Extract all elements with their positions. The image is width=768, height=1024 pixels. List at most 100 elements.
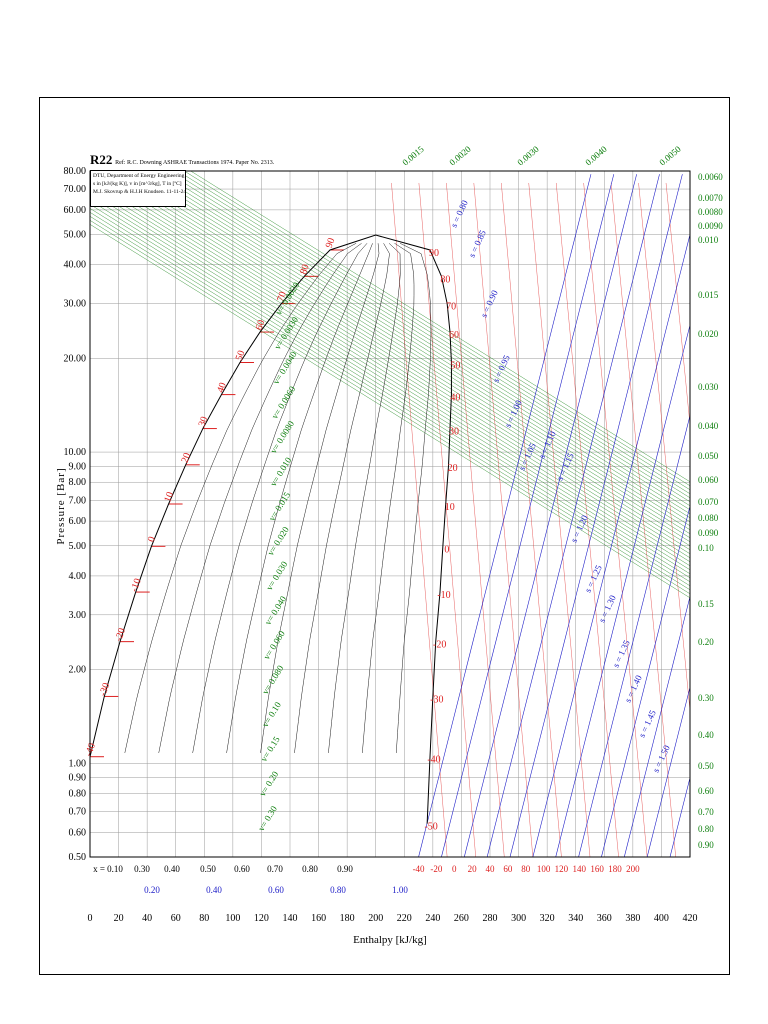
y-tick-label: 0.80	[69, 788, 87, 799]
isotherm-line	[391, 182, 448, 857]
y-tick-label: 80.00	[64, 166, 87, 177]
isochore-top-label: 0.0050	[657, 144, 683, 168]
liquid-temp-label: 10	[162, 491, 176, 504]
bottom-temp-label: 60	[503, 864, 513, 874]
x-tick-label: 20	[114, 913, 124, 924]
quality-label: 0.80	[302, 864, 318, 874]
bottom-temp-label: 180	[608, 864, 622, 874]
vapor-temp-label: 0	[444, 544, 449, 555]
liquid-temp-label: 70	[275, 290, 289, 303]
quality-line	[226, 243, 373, 754]
isentrope-line	[555, 323, 690, 857]
isentrope-line	[418, 174, 592, 857]
info-line: DTU, Department of Energy Engineering	[93, 173, 185, 179]
isentrope-line	[578, 414, 690, 857]
quality-label: 0.40	[164, 864, 180, 874]
x-tick-label: 60	[171, 913, 181, 924]
isochore-line	[90, 200, 690, 575]
chart-title: R22	[90, 152, 113, 167]
y-tick-label: 6.00	[69, 516, 87, 527]
isentrope-line	[716, 174, 768, 857]
chart-title-block: R22 Ref: R.C. Downing ASHRAE Transaction…	[90, 152, 274, 168]
y-tick-label: 3.00	[69, 610, 87, 621]
isochore-top-label: 0.0020	[447, 144, 473, 168]
liquid-temp-label: 30	[197, 415, 211, 428]
isochore-line	[90, 212, 690, 587]
isochore-line	[90, 184, 690, 559]
y-tick-label: 5.00	[69, 541, 87, 552]
x-tick-label: 200	[368, 913, 383, 924]
x-tick-label: 380	[625, 913, 640, 924]
isochore-right-label: 0.90	[698, 840, 714, 850]
x-tick-label: 220	[397, 913, 412, 924]
isotherm-line	[418, 182, 476, 857]
liquid-temp-label: 40	[215, 381, 229, 394]
bottom-temp-label: 200	[626, 864, 640, 874]
isentrope-line	[486, 174, 660, 857]
quality-label-2: 0.40	[206, 885, 222, 895]
plot-border	[89, 170, 691, 858]
x-tick-label: 80	[199, 913, 209, 924]
y-tick-label: 70.00	[64, 184, 87, 195]
isochore-line	[90, 204, 690, 579]
isentrope-line	[509, 174, 683, 857]
isotherm-line	[501, 182, 562, 857]
bottom-temp-label: 140	[573, 864, 587, 874]
isochore-line	[170, 171, 690, 495]
x-tick-label: 320	[540, 913, 555, 924]
isochore-right-label: 0.0080	[698, 207, 723, 217]
quality-line	[260, 243, 380, 754]
isochore-line	[90, 224, 690, 599]
isochore-line	[90, 220, 690, 595]
x-tick-label: 300	[511, 913, 526, 924]
liquid-temp-label: -30	[97, 681, 112, 697]
isochore-line	[93, 171, 690, 543]
isotherm-line	[610, 182, 676, 857]
isochore-line	[90, 188, 690, 563]
isotherm-line	[555, 182, 619, 857]
isochore-right-label: 0.015	[698, 290, 719, 300]
y-tick-label: 0.70	[69, 807, 87, 818]
isochore-line	[138, 171, 690, 515]
isochore-line	[113, 171, 690, 531]
x-tick-label: 160	[311, 913, 326, 924]
info-line: s in [kJ/(kg K)], v in [m^3/kg], T in [º…	[93, 181, 182, 187]
y-tick-label: 2.00	[69, 665, 87, 676]
quality-lines	[124, 243, 432, 754]
isochore-right-label: 0.040	[698, 421, 719, 431]
isotherm-line	[748, 183, 768, 857]
isentrope-line	[646, 686, 690, 857]
quality-line	[158, 243, 362, 754]
y-tick-label: 40.00	[64, 260, 87, 271]
isochore-label: v= 0.0040	[271, 349, 299, 386]
saturation-curve	[89, 234, 452, 824]
info-line: M.J. Skovrup & H.J.H Knudsen. 11-11-24	[93, 189, 186, 195]
liquid-temp-label: -10	[129, 577, 144, 593]
isochore-top-label: 0.0015	[400, 144, 426, 168]
isochore-right-label: 0.090	[698, 528, 719, 538]
y-tick-label: 9.00	[69, 461, 87, 472]
bottom-temp-label: 160	[590, 864, 604, 874]
isochore-right-label: 0.010	[698, 235, 719, 245]
isotherm-lines	[90, 182, 768, 857]
quality-label: x = 0.10	[93, 864, 123, 874]
y-tick-label: 0.60	[69, 827, 87, 838]
isochore-right-label: 0.0060	[698, 172, 723, 182]
x-tick-label: 0	[88, 913, 93, 924]
x-tick-label: 140	[283, 913, 298, 924]
isochore-line	[90, 192, 690, 567]
isentrope-label: s = 0.95	[491, 353, 512, 384]
x-tick-label: 40	[142, 913, 152, 924]
isentrope-label: s = 1.50	[651, 743, 672, 774]
quality-line	[395, 243, 432, 753]
isentrope-label: s = 1.40	[623, 673, 644, 704]
y-axis-label: Pressure [Bar]	[55, 467, 67, 545]
isochore-line	[132, 171, 690, 519]
bottom-temp-label: 20	[468, 864, 478, 874]
isotherm-line	[446, 182, 505, 857]
quality-label-2: 0.20	[144, 885, 160, 895]
vapor-temp-label: 80	[440, 274, 450, 285]
isochore-right-label: 0.70	[698, 807, 714, 817]
bottom-temp-label: 0	[452, 864, 457, 874]
